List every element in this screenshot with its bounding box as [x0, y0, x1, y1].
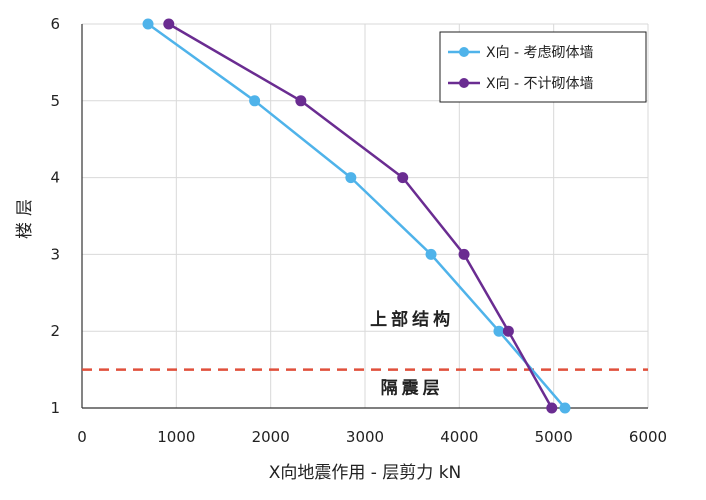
- data-point-series-1: [502, 325, 514, 337]
- x-tick-label: 2000: [252, 428, 290, 446]
- data-point-series-0: [425, 248, 437, 260]
- y-tick-label: 4: [50, 169, 60, 187]
- legend-box: [439, 31, 647, 103]
- annotation-isolation-layer: 隔震层: [381, 378, 444, 398]
- data-point-series-0: [345, 172, 357, 184]
- data-point-series-1: [295, 95, 307, 107]
- annotations: 上部结构 隔震层: [370, 309, 454, 398]
- x-tick-label: 1000: [157, 428, 195, 446]
- series-line-0: [147, 22, 566, 409]
- legend: X向 - 考虑砌体墙 X向 - 不计砌体墙: [439, 31, 647, 103]
- series-line-1: [168, 22, 553, 409]
- x-tick-label: 4000: [440, 428, 478, 446]
- y-tick-label: 3: [50, 245, 60, 263]
- legend-swatch-marker: [459, 78, 469, 88]
- y-tick-label: 1: [50, 399, 60, 417]
- x-tick-label: 6000: [629, 428, 667, 446]
- data-point-series-1: [163, 18, 175, 30]
- y-tick-label: 2: [50, 322, 60, 340]
- data-point-series-1: [458, 248, 470, 260]
- legend-item-without-masonry: X向 - 不计砌体墙: [448, 76, 594, 92]
- y-tick-label: 6: [50, 15, 60, 33]
- legend-label: X向 - 考虑砌体墙: [486, 45, 594, 61]
- axes: 0 1000 2000 3000 4000 5000 6000 1 2 3 4 5 6: [50, 15, 667, 446]
- y-axis-title: 楼层: [15, 193, 35, 239]
- legend-item-with-masonry: X向 - 考虑砌体墙: [448, 45, 594, 61]
- data-point-series-0: [559, 402, 571, 414]
- data-point-series-1: [397, 172, 409, 184]
- data-point-series-0: [142, 18, 154, 30]
- x-tick-label: 3000: [346, 428, 384, 446]
- data-point-series-1: [546, 402, 558, 414]
- data-point-series-0: [249, 95, 261, 107]
- x-axis-title: X向地震作用 - 层剪力 kN: [269, 463, 462, 483]
- data-point-series-0: [493, 325, 505, 337]
- legend-label: X向 - 不计砌体墙: [486, 76, 594, 92]
- x-tick-label: 0: [77, 428, 87, 446]
- legend-swatch-marker: [459, 47, 469, 57]
- annotation-superstructure: 上部结构: [370, 309, 454, 330]
- y-tick-label: 5: [50, 92, 60, 110]
- x-tick-label: 5000: [535, 428, 573, 446]
- series: [142, 18, 571, 414]
